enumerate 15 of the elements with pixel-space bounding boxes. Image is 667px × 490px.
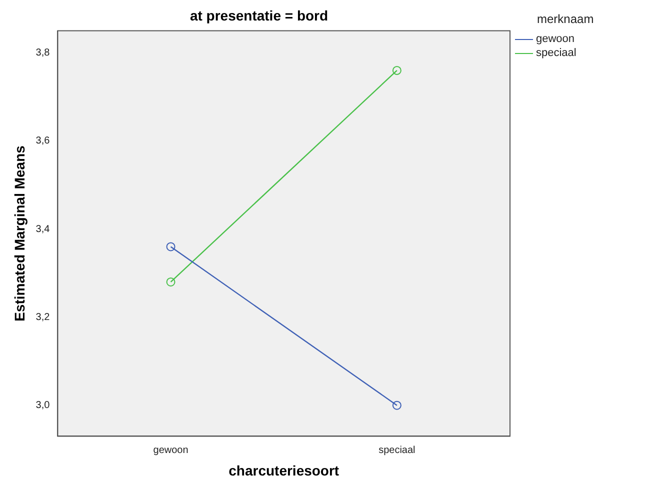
y-tick-label: 3,6 [36,136,50,147]
y-tick-label: 3,4 [36,224,50,235]
point [166,242,176,252]
y-axis-title: Estimated Marginal Means [11,145,28,322]
chart-title: at presentatie = bord [190,7,328,24]
x-axis-title: charcuteriesoort [228,462,340,478]
legend-label: speciaal [536,47,576,59]
y-tick-label: 3,8 [36,48,50,59]
legend-title: merknaam [537,12,594,26]
point [392,66,402,75]
y-tick-label: 3,0 [36,400,50,412]
legend-label: gewoon [536,33,575,45]
point [392,400,402,410]
y-tick-label: 3,2 [36,312,50,323]
point [166,277,176,286]
